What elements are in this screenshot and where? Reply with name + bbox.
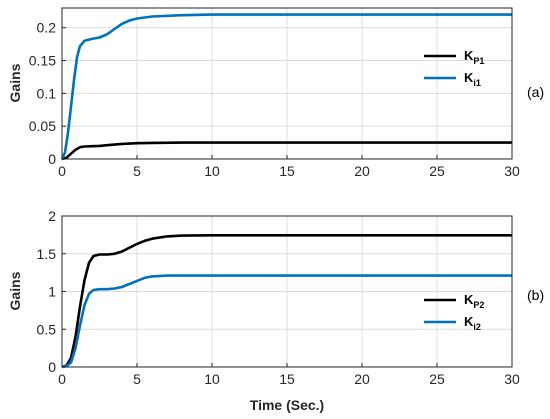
panel-b-series-k-i2	[61, 274, 512, 369]
panel-b-ytick-0: 0	[48, 359, 56, 375]
panel-a-ytick-0: 0	[48, 151, 56, 167]
panel-a-xtick-3: 15	[279, 163, 295, 179]
panel-b-xtick-1: 5	[133, 371, 141, 387]
panel-a-xtick-6: 30	[504, 163, 520, 179]
panel-b-xtick-0: 0	[58, 371, 66, 387]
panel-a-xtick-2: 10	[204, 163, 220, 179]
panel-b-legend-label-1: Ki2	[464, 314, 481, 332]
panel-b-xtick-4: 20	[354, 371, 370, 387]
panel-a-series-k-p1	[61, 141, 512, 161]
panel-a-ticks: 0 5 10 15 20 25 30 0 0.05 0.1 0.15 0.2	[29, 20, 520, 179]
panel-b-series	[61, 234, 512, 369]
panel-b-xtick-5: 25	[429, 371, 445, 387]
panel-a-legend-label-0: KP1	[464, 48, 484, 66]
panel-a-ytick-1: 0.05	[29, 118, 56, 134]
panel-a-xtick-5: 25	[429, 163, 445, 179]
panel-b-ylabel: Gains	[7, 271, 23, 310]
panel-a-legend-label-1: Ki1	[464, 70, 481, 88]
panel-a-ytick-3: 0.15	[29, 53, 56, 69]
panel-b-xtick-2: 10	[204, 371, 220, 387]
panel-b-xtick-3: 15	[279, 371, 295, 387]
panel-a-ytick-2: 0.1	[37, 85, 57, 101]
panel-a-ylabel: Gains	[7, 63, 23, 102]
panel-a-label: (a)	[527, 84, 544, 100]
panel-a-ytick-4: 0.2	[37, 20, 57, 36]
panel-b-ytick-2: 1	[48, 284, 56, 300]
panel-b-xlabel: Time (Sec.)	[250, 397, 324, 413]
panel-b-ytick-4: 2	[48, 208, 56, 224]
panel-b-series-k-p2	[61, 234, 512, 369]
panel-b-legend-label-0: KP2	[464, 292, 484, 310]
panel-b-ticks: 0 5 10 15 20 25 30 0 0.5 1 1.5 2	[37, 208, 520, 387]
panel-b-ytick-1: 0.5	[37, 321, 57, 337]
panel-a-series	[60, 13, 512, 161]
panel-a-xtick-1: 5	[133, 163, 141, 179]
panel-a-xtick-0: 0	[58, 163, 66, 179]
panel-a-xtick-4: 20	[354, 163, 370, 179]
panel-b-ytick-3: 1.5	[37, 246, 57, 262]
panel-a-series-k-i1	[60, 13, 512, 160]
panel-b-xtick-6: 30	[504, 371, 520, 387]
panel-b-label: (b)	[527, 287, 544, 303]
